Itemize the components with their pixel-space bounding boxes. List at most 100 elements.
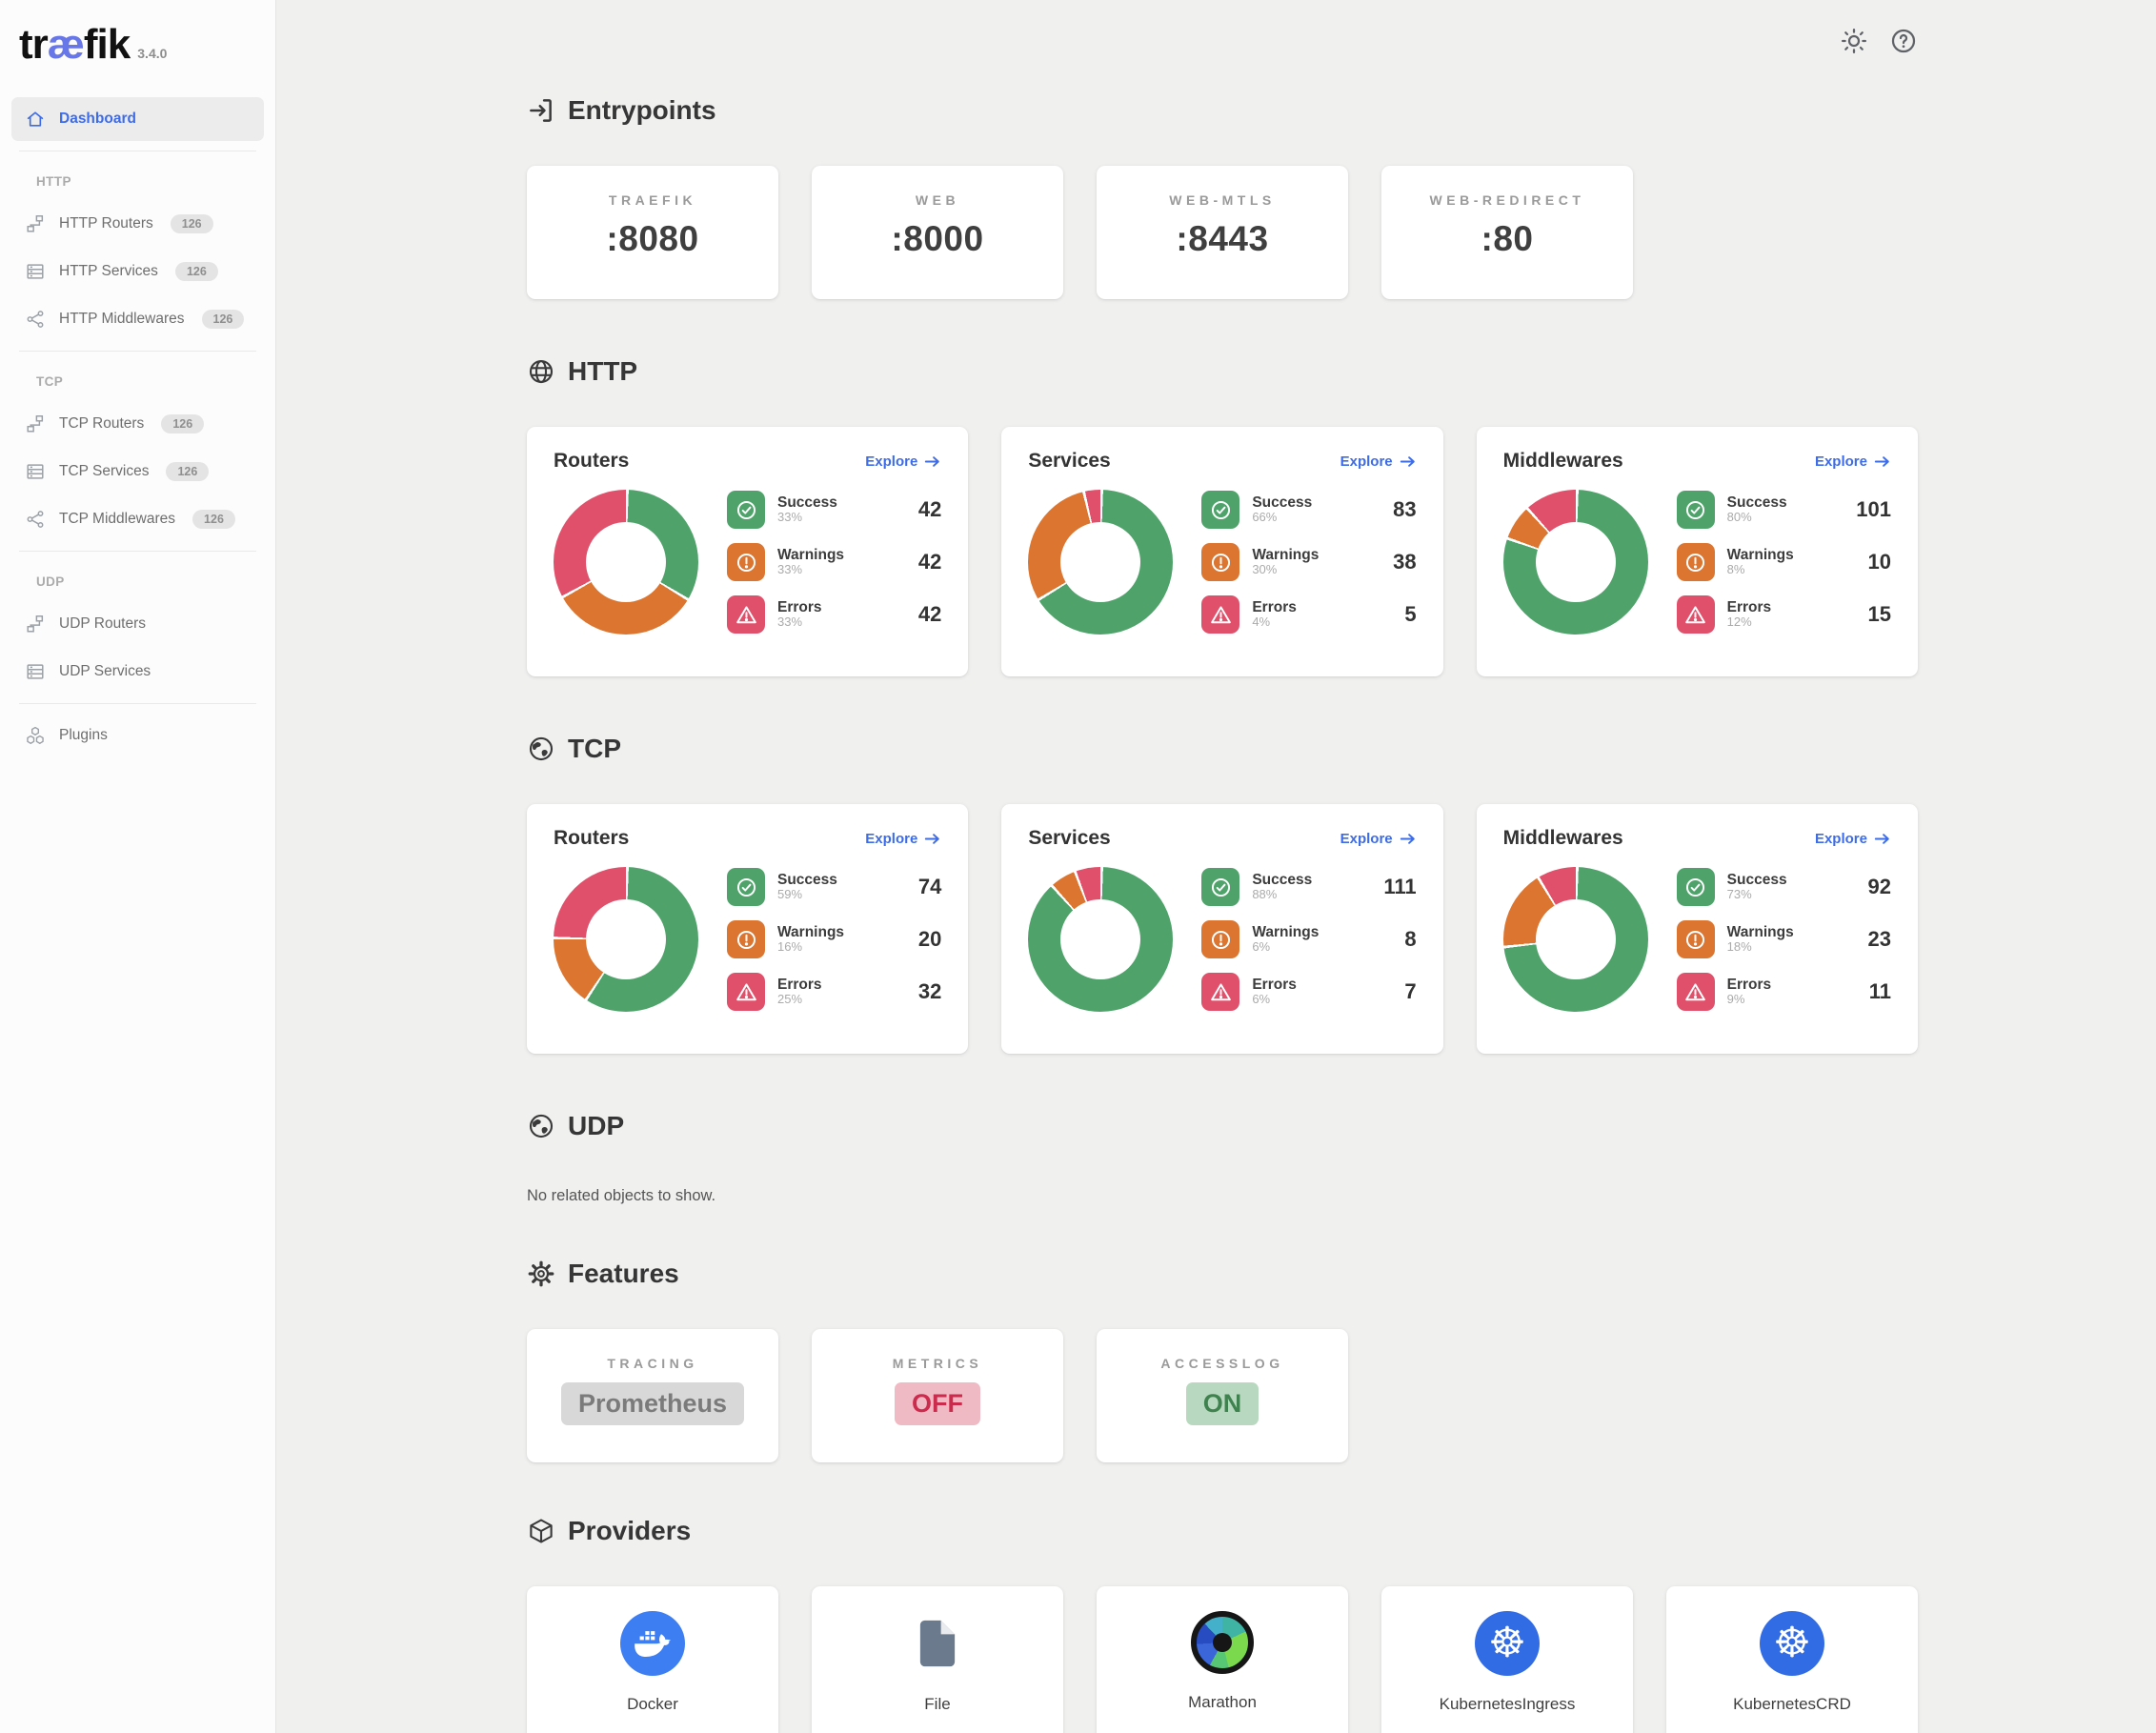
routers-icon	[25, 614, 46, 635]
tcp-header: TCP	[527, 734, 1918, 764]
explore-link[interactable]: Explore	[865, 830, 941, 848]
sidebar-item-http-routers[interactable]: HTTP Routers 126	[11, 202, 264, 246]
error-icon	[1676, 973, 1715, 1011]
stat-success: Success 66% 83	[1201, 491, 1417, 529]
sidebar-group-tcp: TCP	[36, 374, 64, 389]
earth-icon	[527, 735, 555, 763]
docker-icon	[620, 1611, 685, 1676]
section-title: Entrypoints	[568, 95, 716, 125]
entrypoints-cards: TRAEFIK :8080 WEB :8000 WEB-MTLS :8443 W…	[527, 166, 1918, 299]
sidebar-group-http: HTTP	[36, 174, 71, 189]
app-logo: træfik 3.4.0	[0, 21, 275, 69]
count-badge: 126	[170, 214, 213, 233]
sidebar-item-udp-routers[interactable]: UDP Routers	[11, 602, 264, 646]
sidebar-item-dashboard[interactable]: Dashboard	[11, 97, 264, 141]
stat-success: Success 33% 42	[727, 491, 941, 529]
theme-toggle-icon[interactable]	[1840, 27, 1868, 55]
arrow-right-icon	[923, 453, 941, 471]
warning-icon	[727, 920, 765, 958]
stat-errors: Errors 12% 15	[1676, 595, 1891, 634]
udp-header: UDP	[527, 1111, 1918, 1141]
explore-link[interactable]: Explore	[1815, 830, 1891, 848]
entrypoint-card-web-redirect: WEB-REDIRECT :80	[1381, 166, 1633, 299]
stat-success: Success 88% 111	[1201, 868, 1417, 906]
arrow-right-icon	[1399, 453, 1417, 471]
section-title: Features	[568, 1259, 679, 1288]
section-title: HTTP	[568, 356, 638, 386]
stat-errors: Errors 9% 11	[1676, 973, 1891, 1011]
sidebar-item-udp-services[interactable]: UDP Services	[11, 650, 264, 694]
tcp-services-card: Services Explore Success 88% 111 Warnings…	[1001, 804, 1443, 1054]
tcp-middlewares-card: Middlewares Explore Success 73% 92 Warnin…	[1476, 804, 1918, 1054]
explore-link[interactable]: Explore	[1815, 453, 1891, 471]
error-icon	[1201, 595, 1240, 634]
http-middlewares-card: Middlewares Explore Success 80% 101 Warni…	[1476, 427, 1918, 676]
http-cards: Routers Explore Success 33% 42 Warnings 33…	[527, 427, 1918, 676]
card-title: Services	[1028, 450, 1111, 472]
error-icon	[1201, 973, 1240, 1011]
error-icon	[727, 973, 765, 1011]
stat-success: Success 80% 101	[1676, 491, 1891, 529]
middlewares-icon	[25, 509, 46, 530]
explore-link[interactable]: Explore	[1340, 453, 1417, 471]
warning-icon	[1201, 920, 1240, 958]
feature-value-badge: Prometheus	[560, 1382, 745, 1425]
sidebar-item-http-services[interactable]: HTTP Services 126	[11, 250, 264, 293]
stat-errors: Errors 25% 32	[727, 973, 941, 1011]
warning-icon	[727, 543, 765, 581]
middlewares-icon	[25, 309, 46, 330]
section-title: Providers	[568, 1516, 692, 1545]
warning-icon	[1676, 543, 1715, 581]
entrypoint-card-web: WEB :8000	[812, 166, 1063, 299]
services-icon	[25, 661, 46, 682]
entrypoints-header: Entrypoints	[527, 95, 1918, 126]
entrypoint-port: :8443	[1176, 219, 1269, 258]
entrypoint-card-web-mtls: WEB-MTLS :8443	[1097, 166, 1348, 299]
explore-link[interactable]: Explore	[865, 453, 941, 471]
success-icon	[727, 868, 765, 906]
donut-chart	[1502, 490, 1648, 635]
sidebar-item-http-middlewares[interactable]: HTTP Middlewares 126	[11, 297, 264, 341]
feature-card-tracing: TRACING Prometheus	[527, 1329, 778, 1462]
sidebar: træfik 3.4.0 Dashboard HTTP HTTP Routers…	[0, 0, 276, 1733]
logo-text: træfik	[19, 21, 131, 68]
routers-icon	[25, 413, 46, 434]
globe-icon	[527, 357, 555, 386]
providers-cards: Docker File Marathon ☸ KubernetesIngress…	[527, 1586, 1918, 1733]
entrypoint-port: :80	[1481, 219, 1534, 258]
sidebar-item-tcp-routers[interactable]: TCP Routers 126	[11, 402, 264, 446]
sidebar-divider	[19, 703, 256, 704]
stat-warnings: Warnings 33% 42	[727, 543, 941, 581]
help-icon[interactable]	[1889, 27, 1918, 55]
card-title: Routers	[554, 827, 630, 849]
sidebar-item-tcp-middlewares[interactable]: TCP Middlewares 126	[11, 497, 264, 541]
explore-link[interactable]: Explore	[1340, 830, 1417, 848]
features-header: Features	[527, 1259, 1918, 1289]
sidebar-item-tcp-services[interactable]: TCP Services 126	[11, 450, 264, 494]
providers-header: Providers	[527, 1516, 1918, 1546]
marathon-icon	[1191, 1611, 1254, 1674]
stat-errors: Errors 6% 7	[1201, 973, 1417, 1011]
tcp-cards: Routers Explore Success 59% 74 Warnings 16…	[527, 804, 1918, 1054]
kubernetes-icon: ☸	[1760, 1611, 1824, 1676]
features-cards: TRACING Prometheus METRICS OFF ACCESSLOG…	[527, 1329, 1918, 1462]
donut-chart	[1028, 867, 1174, 1012]
stat-warnings: Warnings 6% 8	[1201, 920, 1417, 958]
arrow-right-icon	[923, 830, 941, 848]
http-routers-card: Routers Explore Success 33% 42 Warnings 33…	[527, 427, 969, 676]
provider-card-file: File	[812, 1586, 1063, 1733]
routers-icon	[25, 213, 46, 234]
arrow-right-icon	[1873, 453, 1891, 471]
count-badge: 126	[174, 262, 218, 281]
sidebar-item-plugins[interactable]: Plugins	[11, 714, 264, 757]
provider-card-docker: Docker	[527, 1586, 778, 1733]
entrypoint-port: :8000	[891, 219, 984, 258]
kubernetes-icon: ☸	[1475, 1611, 1540, 1676]
success-icon	[1676, 868, 1715, 906]
entrypoint-card-traefik: TRAEFIK :8080	[527, 166, 778, 299]
stat-warnings: Warnings 16% 20	[727, 920, 941, 958]
stat-warnings: Warnings 18% 23	[1676, 920, 1891, 958]
donut-chart	[1502, 867, 1648, 1012]
card-title: Routers	[554, 450, 630, 472]
count-badge: 126	[192, 510, 235, 529]
